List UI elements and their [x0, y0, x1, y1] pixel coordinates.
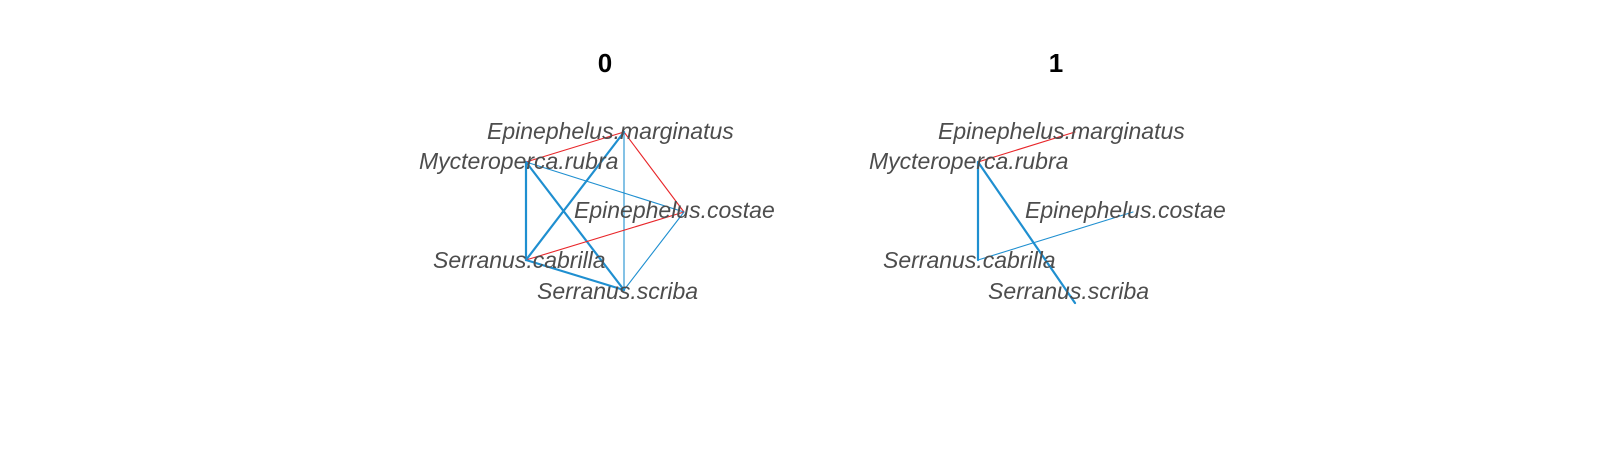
edge-serranus-cabrilla-epinephelus-costae — [525, 211, 685, 261]
node-label-mycteroperca-rubra: Mycteroperca.rubra — [419, 148, 618, 174]
node-label-serranus-cabrilla: Serranus.cabrilla — [883, 247, 1056, 273]
edge-mycteroperca-rubra-serranus-scriba — [524, 160, 626, 292]
edge-mycteroperca-rubra-epinephelus-costae — [525, 161, 685, 213]
node-label-group: Epinephelus.marginatus Mycteroperca.rubr… — [419, 118, 775, 304]
edge-epinephelus-marginatus-serranus-cabrilla — [524, 130, 626, 262]
node-label-epinephelus-marginatus: Epinephelus.marginatus — [938, 118, 1185, 144]
node-label-epinephelus-costae: Epinephelus.costae — [1025, 197, 1226, 223]
edge-serranus-cabrilla-epinephelus-costae — [977, 211, 1134, 261]
node-label-mycteroperca-rubra: Mycteroperca.rubra — [869, 148, 1068, 174]
node-label-serranus-cabrilla: Serranus.cabrilla — [433, 247, 606, 273]
node-label-epinephelus-marginatus: Epinephelus.marginatus — [487, 118, 734, 144]
node-label-group: Epinephelus.marginatus Mycteroperca.rubr… — [869, 118, 1226, 304]
node-label-serranus-scriba: Serranus.scriba — [988, 278, 1149, 304]
panel-title: 0 — [598, 48, 612, 78]
edge-serranus-cabrilla-serranus-scriba — [524, 258, 626, 292]
panel-title: 1 — [1049, 48, 1063, 78]
node-label-serranus-scriba: Serranus.scriba — [537, 278, 698, 304]
edge-epinephelus-costae-serranus-scriba — [623, 211, 685, 291]
edge-group — [524, 130, 685, 292]
node-label-epinephelus-costae: Epinephelus.costae — [574, 197, 775, 223]
edge-epinephelus-marginatus-epinephelus-costae — [623, 131, 685, 213]
edge-group — [976, 131, 1134, 305]
edge-mycteroperca-rubra-serranus-scriba — [976, 160, 1077, 305]
edge-mycteroperca-rubra-epinephelus-marginatus — [977, 131, 1076, 163]
network-panel-0: 0 Epinephelus.marginatus Mycteroperca.ru… — [419, 48, 775, 304]
network-panel-1: 1 Epinephelus.marginatus Mycteroperca.ru… — [869, 48, 1226, 305]
edge-mycteroperca-rubra-epinephelus-marginatus — [525, 131, 625, 163]
